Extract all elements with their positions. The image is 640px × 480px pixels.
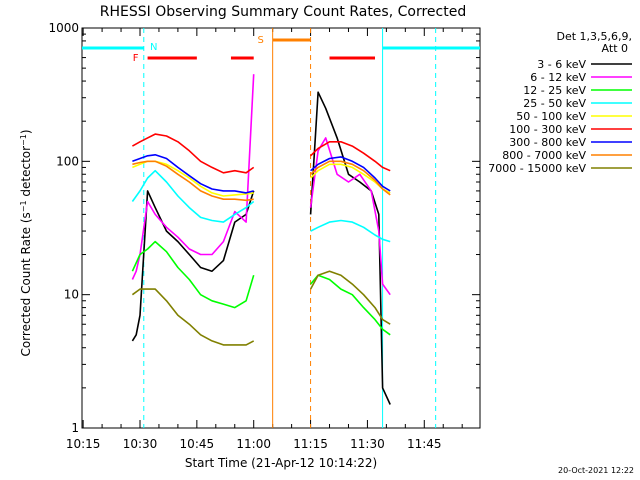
series-line-8 xyxy=(132,160,391,202)
y-tick-label: 1000 xyxy=(48,21,79,35)
legend-label: 300 - 800 keV xyxy=(509,136,586,149)
series-line-4 xyxy=(131,169,391,243)
y-tick-label: 100 xyxy=(56,154,79,168)
plot-timestamp: 20-Oct-2021 12:22 xyxy=(558,466,634,475)
legend-header-line-2: Att 0 xyxy=(602,42,628,55)
legend-label: 6 - 12 keV xyxy=(530,71,586,84)
x-tick-label: 10:45 xyxy=(180,437,215,451)
x-tick-label: 11:15 xyxy=(293,437,328,451)
flare-flag-label: F xyxy=(133,53,139,64)
x-tick-label: 10:15 xyxy=(66,437,101,451)
x-tick-label: 10:30 xyxy=(123,437,158,451)
legend-header-line-1: Det 1,3,5,6,9, xyxy=(556,30,632,43)
series-line-5 xyxy=(132,160,391,197)
legend-label: 7000 - 15000 keV xyxy=(488,162,586,175)
x-tick-label: 11:30 xyxy=(350,437,385,451)
series-line-2 xyxy=(131,74,391,296)
legend-label: 50 - 100 keV xyxy=(516,110,586,123)
saa-flag-label: S xyxy=(257,35,263,46)
series-line-3 xyxy=(131,240,391,336)
legend-label: 800 - 7000 keV xyxy=(502,149,586,162)
legend-label: 100 - 300 keV xyxy=(509,123,586,136)
series-line-9 xyxy=(131,270,391,346)
series-line-6 xyxy=(132,133,391,174)
plot-area: 1 10 100 1000 10:15 10:30 10:45 11:00 11:15 11:30… xyxy=(48,21,481,451)
y-axis-label: Corrected Count Rate (s−1 detector−1) xyxy=(19,129,34,356)
series-line-7 xyxy=(132,154,391,194)
plot-frame xyxy=(81,27,481,429)
legend-label: 25 - 50 keV xyxy=(523,97,586,110)
y-tick-label: 1 xyxy=(71,421,79,435)
night-flag-label: N xyxy=(150,42,157,53)
x-tick-label: 11:00 xyxy=(236,437,271,451)
chart-title: RHESSI Observing Summary Count Rates, Co… xyxy=(100,4,466,20)
legend-label: 12 - 25 keV xyxy=(523,84,586,97)
y-tick-label: 10 xyxy=(64,288,79,302)
x-axis-label: Start Time (21-Apr-12 10:14:22) xyxy=(185,456,377,470)
legend-label: 3 - 6 keV xyxy=(537,58,586,71)
x-tick-label: 11:45 xyxy=(407,437,442,451)
